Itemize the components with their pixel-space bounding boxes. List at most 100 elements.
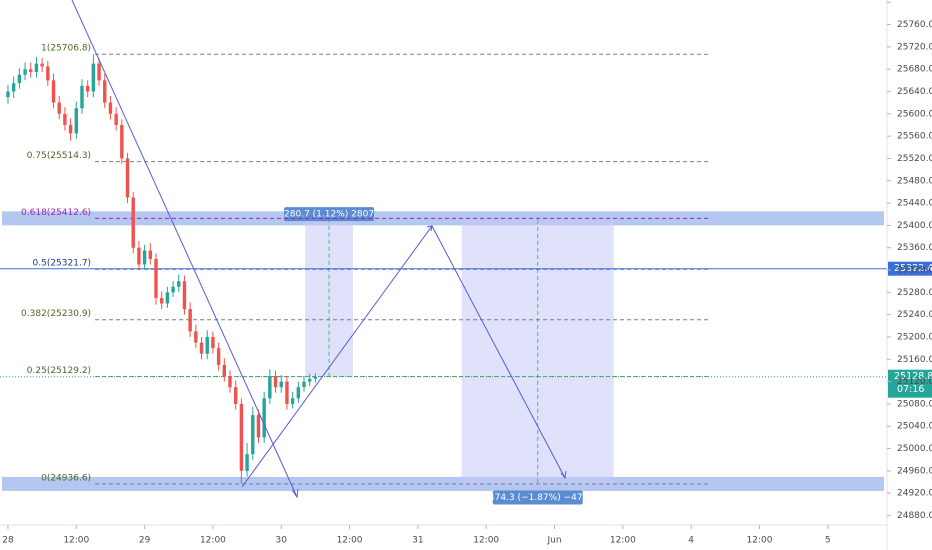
fib-label: 0.5(25321.7) — [33, 259, 92, 269]
candle-body — [142, 250, 147, 265]
candle-body — [268, 376, 272, 399]
x-tick-label: 31 — [412, 536, 423, 546]
candle-body — [239, 403, 244, 471]
candle-body — [205, 336, 209, 354]
x-tick-label: 5 — [825, 536, 831, 546]
y-tick-label: 24880.0 — [897, 511, 932, 521]
measure-label-bg — [284, 207, 375, 222]
candle-body — [51, 80, 56, 103]
candle-body — [313, 376, 318, 379]
candle-body — [262, 398, 266, 438]
candle-body — [63, 113, 67, 125]
highlight-zone — [2, 476, 884, 491]
candle-body — [120, 124, 124, 159]
y-tick-label: 25080.0 — [897, 399, 932, 409]
x-tick-label: 12:00 — [473, 536, 499, 546]
arrow-heads — [291, 225, 567, 499]
y-tick-label: 25160.0 — [897, 355, 932, 365]
candle-body — [125, 158, 130, 198]
y-tick-label: 25320.0 — [897, 266, 932, 276]
candle-body — [165, 292, 170, 304]
x-tick-label: 12:00 — [63, 536, 89, 546]
y-tick-label: 25560.0 — [897, 132, 932, 142]
candle-body — [171, 286, 175, 293]
candle-body — [108, 102, 113, 114]
candle-body — [302, 381, 306, 388]
candle-body — [46, 66, 50, 81]
fib-label: 1(25706.8) — [41, 44, 91, 54]
candle-body — [85, 85, 90, 92]
candle-body — [199, 342, 204, 354]
y-tick-label: 25760.0 — [897, 20, 932, 30]
y-tick-label: 25640.0 — [897, 87, 932, 97]
candle-body — [97, 63, 101, 81]
y-tick-label: 25680.0 — [897, 65, 932, 75]
candle-body — [228, 376, 232, 388]
x-tick-label: 12:00 — [747, 536, 773, 546]
y-tick-label: 25480.0 — [897, 176, 932, 186]
y-tick-label: 25720.0 — [897, 42, 932, 52]
y-tick-label: 25200.0 — [897, 332, 932, 342]
measure-label: 280.7 (1.12%) 2807 — [284, 210, 374, 220]
x-tick-label: 12:00 — [337, 536, 363, 546]
candle-body — [296, 387, 301, 399]
measure-label-bg — [492, 490, 583, 505]
candle-body — [34, 63, 39, 72]
y-tick-label: 24960.0 — [897, 466, 932, 476]
y-tick-label: 25120.0 — [897, 377, 932, 387]
last-price-tag-bg — [888, 369, 932, 398]
highlight-zone — [2, 211, 884, 226]
candle-body — [137, 247, 141, 265]
trend-line — [71, 0, 298, 498]
candle-body — [91, 63, 96, 92]
candle-body — [211, 336, 215, 349]
x-tick-label: 12:00 — [610, 536, 636, 546]
candle-body — [216, 348, 221, 365]
candle-body — [40, 63, 44, 67]
fib-label: 0.25(25129.2) — [27, 366, 91, 376]
y-tick-label: 25000.0 — [897, 444, 932, 454]
candle-body — [308, 378, 312, 382]
countdown: 07:16 — [897, 384, 924, 395]
x-tick-label: 4 — [688, 536, 694, 546]
fib-label: 0.618(25412.6) — [21, 208, 91, 218]
y-tick-label: 25400.0 — [897, 221, 932, 231]
candle-body — [233, 387, 238, 404]
candle-body — [154, 258, 158, 298]
candle-body — [222, 364, 227, 377]
candle-body — [177, 281, 181, 287]
x-tick-label: 29 — [139, 536, 151, 546]
candle-body — [80, 85, 84, 109]
candle-body — [256, 415, 261, 438]
candle-body — [114, 113, 118, 125]
candle-body — [23, 69, 27, 75]
y-tick-label: 25520.0 — [897, 154, 932, 164]
candle-body — [11, 83, 16, 92]
x-tick-label: 12:00 — [200, 536, 226, 546]
candle-body — [182, 281, 187, 310]
candle-body — [131, 197, 135, 248]
measure-label: −474.3 (−1.87%) −4743 — [481, 493, 594, 503]
candle-body — [68, 124, 73, 134]
candle-body — [29, 69, 33, 72]
candle-body — [290, 398, 295, 404]
x-tick-label: Jun — [546, 536, 561, 546]
price-tag-bg — [888, 261, 932, 276]
candle-body — [188, 309, 192, 332]
candle-body — [245, 454, 249, 471]
candle-body — [273, 376, 278, 388]
candle-body — [194, 331, 198, 343]
fib-label: 0.382(25230.9) — [21, 309, 91, 319]
candle-body — [251, 415, 255, 455]
last-price-tag: 25128.8 — [894, 371, 932, 382]
candle-body — [279, 381, 283, 388]
candle-body — [57, 102, 61, 114]
price-tag: 25322.4 — [894, 263, 932, 274]
drawings — [71, 0, 567, 499]
x-tick-label: 30 — [276, 536, 288, 546]
candle-body — [285, 381, 289, 404]
y-tick-label: 25440.0 — [897, 199, 932, 209]
